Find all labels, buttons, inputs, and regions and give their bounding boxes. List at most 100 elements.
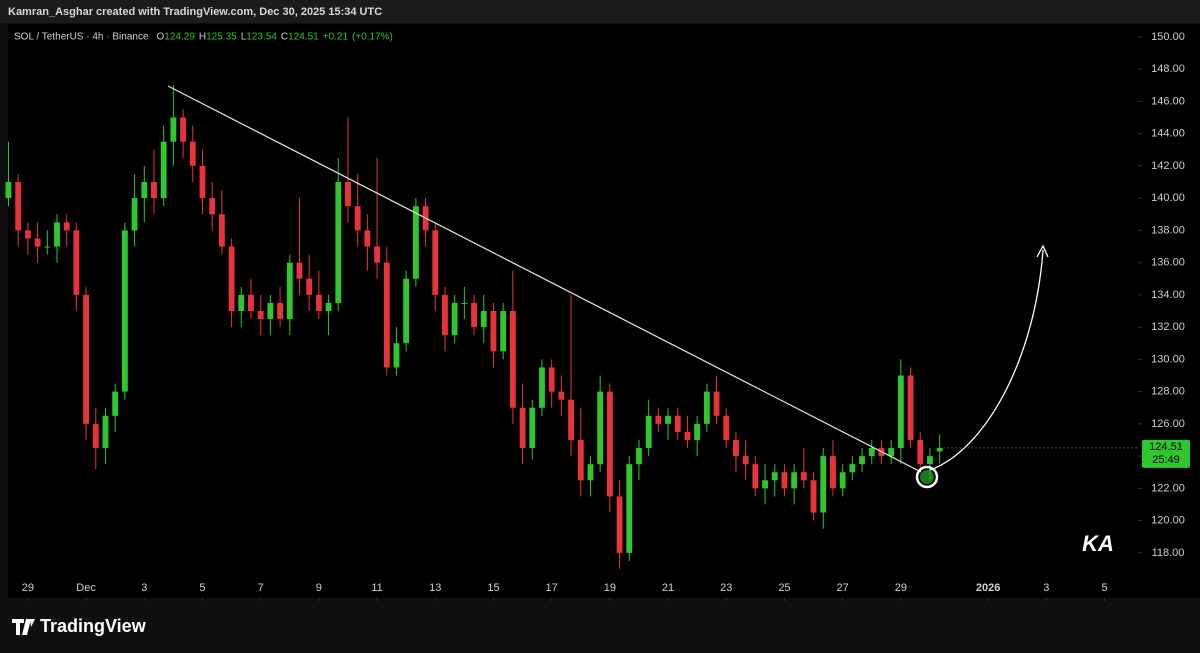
projection-curve <box>929 249 1044 471</box>
candle-body <box>160 141 167 199</box>
candle-body <box>888 448 895 457</box>
candle-body <box>577 439 584 481</box>
candle-body <box>24 230 31 239</box>
y-tick-label: 140.00 <box>1151 192 1185 204</box>
candle-body <box>539 367 545 408</box>
y-tick-label: 138.00 <box>1151 224 1185 236</box>
candle-body <box>694 423 701 440</box>
candle-body <box>830 456 836 489</box>
brand-logo <box>12 619 35 635</box>
x-tick-label: 23 <box>720 582 732 594</box>
candle-body <box>568 399 574 440</box>
candle-body <box>529 407 536 449</box>
y-tick-label: 128.00 <box>1151 386 1185 398</box>
projection-arrowhead <box>1036 244 1049 258</box>
price-axis <box>1138 24 1200 598</box>
candle-body <box>315 294 322 311</box>
x-tick-label: 15 <box>487 582 499 594</box>
candle-body <box>800 472 807 481</box>
y-tick-label: 136.00 <box>1151 257 1185 269</box>
x-tick-label: 13 <box>429 582 441 594</box>
candle-body <box>383 262 390 368</box>
candle-body <box>209 198 216 215</box>
candle-body <box>34 238 41 247</box>
candle-body <box>374 246 380 263</box>
ohlc-open-label: O <box>157 32 165 43</box>
candle-body <box>218 214 225 247</box>
ohlc-low-label: L <box>241 32 247 43</box>
candle-body <box>791 472 798 489</box>
x-tick-label: 21 <box>662 582 674 594</box>
y-tick-label: 118.00 <box>1152 547 1185 559</box>
y-tick-label: 126.00 <box>1151 418 1185 430</box>
ohlc-change-pct: (+0.17%) <box>352 32 393 43</box>
candle-body <box>480 311 487 328</box>
grid <box>27 36 1142 601</box>
candle-body <box>121 230 128 392</box>
candle-body <box>907 375 914 440</box>
candle-body <box>306 278 313 295</box>
candle-body <box>199 165 206 199</box>
candle-body <box>345 182 351 207</box>
candle-body <box>267 302 274 320</box>
candle-body <box>54 222 60 247</box>
candle-body <box>616 496 623 553</box>
x-tick-label: 9 <box>316 582 322 594</box>
candle-body <box>393 343 400 368</box>
breakout-circle <box>915 465 939 489</box>
candle-body <box>703 391 710 424</box>
candle-body <box>859 456 865 465</box>
candle-body <box>189 141 196 166</box>
candle-body <box>742 456 749 465</box>
candle-body <box>277 302 283 320</box>
candle-body <box>5 182 12 199</box>
candle-body <box>674 415 681 432</box>
candle-body <box>73 230 80 295</box>
candle-body <box>151 182 157 199</box>
y-tick-label: 150.00 <box>1151 31 1185 43</box>
symbol: SOL / TetherUS · 4h · Binance <box>14 32 149 43</box>
candle-body <box>645 415 652 449</box>
candle-body <box>15 182 22 231</box>
breakout-dot <box>920 470 934 484</box>
candle-body <box>771 472 778 481</box>
candle-body <box>762 480 768 489</box>
ohlc-change: +0.21 <box>323 32 349 43</box>
watermark: KA <box>1082 531 1114 556</box>
countdown-label: 25:49 <box>1152 454 1180 466</box>
candle-body <box>442 294 448 336</box>
candle-body <box>752 464 759 489</box>
y-tick-label: 134.00 <box>1151 289 1185 301</box>
y-tick-label: 146.00 <box>1151 95 1185 107</box>
candle-body <box>626 464 633 553</box>
x-tick-label: 17 <box>546 582 558 594</box>
candle-body <box>665 415 671 424</box>
candle-body <box>296 262 303 279</box>
candle-body <box>131 198 138 231</box>
candle-body <box>63 222 70 231</box>
candle-body <box>238 294 245 311</box>
credit: Kamran_Asghar created with TradingView.c… <box>8 6 382 18</box>
y-tick-label: 120.00 <box>1151 515 1185 527</box>
x-tick-label: 2026 <box>976 582 1000 594</box>
y-tick-label: 132.00 <box>1151 321 1185 333</box>
y-tick-label: 148.00 <box>1151 63 1185 75</box>
candle-body <box>364 230 371 247</box>
candle-body <box>354 206 361 231</box>
candle-body <box>733 439 739 457</box>
candle-body <box>558 391 565 400</box>
candle-body <box>471 302 477 328</box>
candle-body <box>936 447 943 452</box>
last-price-label: 124.51 <box>1149 441 1183 453</box>
candle-body <box>810 480 817 513</box>
x-tick-label: 5 <box>1101 582 1107 594</box>
candle-body <box>83 294 89 424</box>
candle-body <box>490 311 497 352</box>
last-price-box <box>1142 439 1190 468</box>
x-tick-label: 25 <box>778 582 790 594</box>
candle-body <box>180 117 186 142</box>
candle-body <box>606 391 613 497</box>
candle-body <box>820 456 827 513</box>
